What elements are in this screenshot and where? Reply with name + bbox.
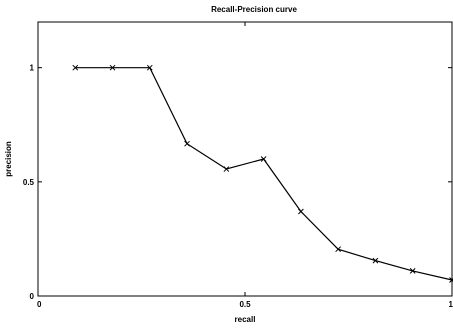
point-marker-stroke [449,278,453,283]
point-marker-stroke [184,140,190,147]
data-point [260,156,267,162]
data-point [184,140,190,147]
x-axis-label: recall [235,315,256,324]
y-tick-label: 0.5 [23,178,35,187]
y-axis: 00.51 [23,64,452,301]
data-point [223,166,230,172]
chart-title: Recall-Precision curve [211,5,297,14]
point-marker-stroke [335,246,342,253]
data-point [298,208,304,215]
y-tick-label: 1 [30,64,35,73]
x-tick-label: 0 [37,300,42,309]
plot-frame [37,21,453,297]
y-axis-label: precision [4,141,13,177]
data-point [72,64,79,71]
data-point [409,268,416,274]
data-point [109,64,116,71]
data-point [335,246,342,253]
data-point [146,64,153,71]
x-axis: 0 0.5 1 [37,22,453,309]
point-marker-stroke [223,166,230,172]
series-group [72,64,453,283]
data-point [372,257,379,264]
x-tick-label: 0.5 [239,300,251,309]
point-marker-stroke [372,257,379,264]
series-line [75,67,453,281]
data-point [449,277,453,283]
point-marker-stroke [260,156,267,162]
point-marker-stroke [298,208,304,215]
point-marker-stroke [109,64,116,71]
y-tick-label: 0 [30,292,35,301]
x-tick-label: 1 [449,300,453,309]
point-marker-stroke [72,64,79,71]
point-marker-stroke [409,268,416,274]
point-marker-stroke [146,64,153,71]
